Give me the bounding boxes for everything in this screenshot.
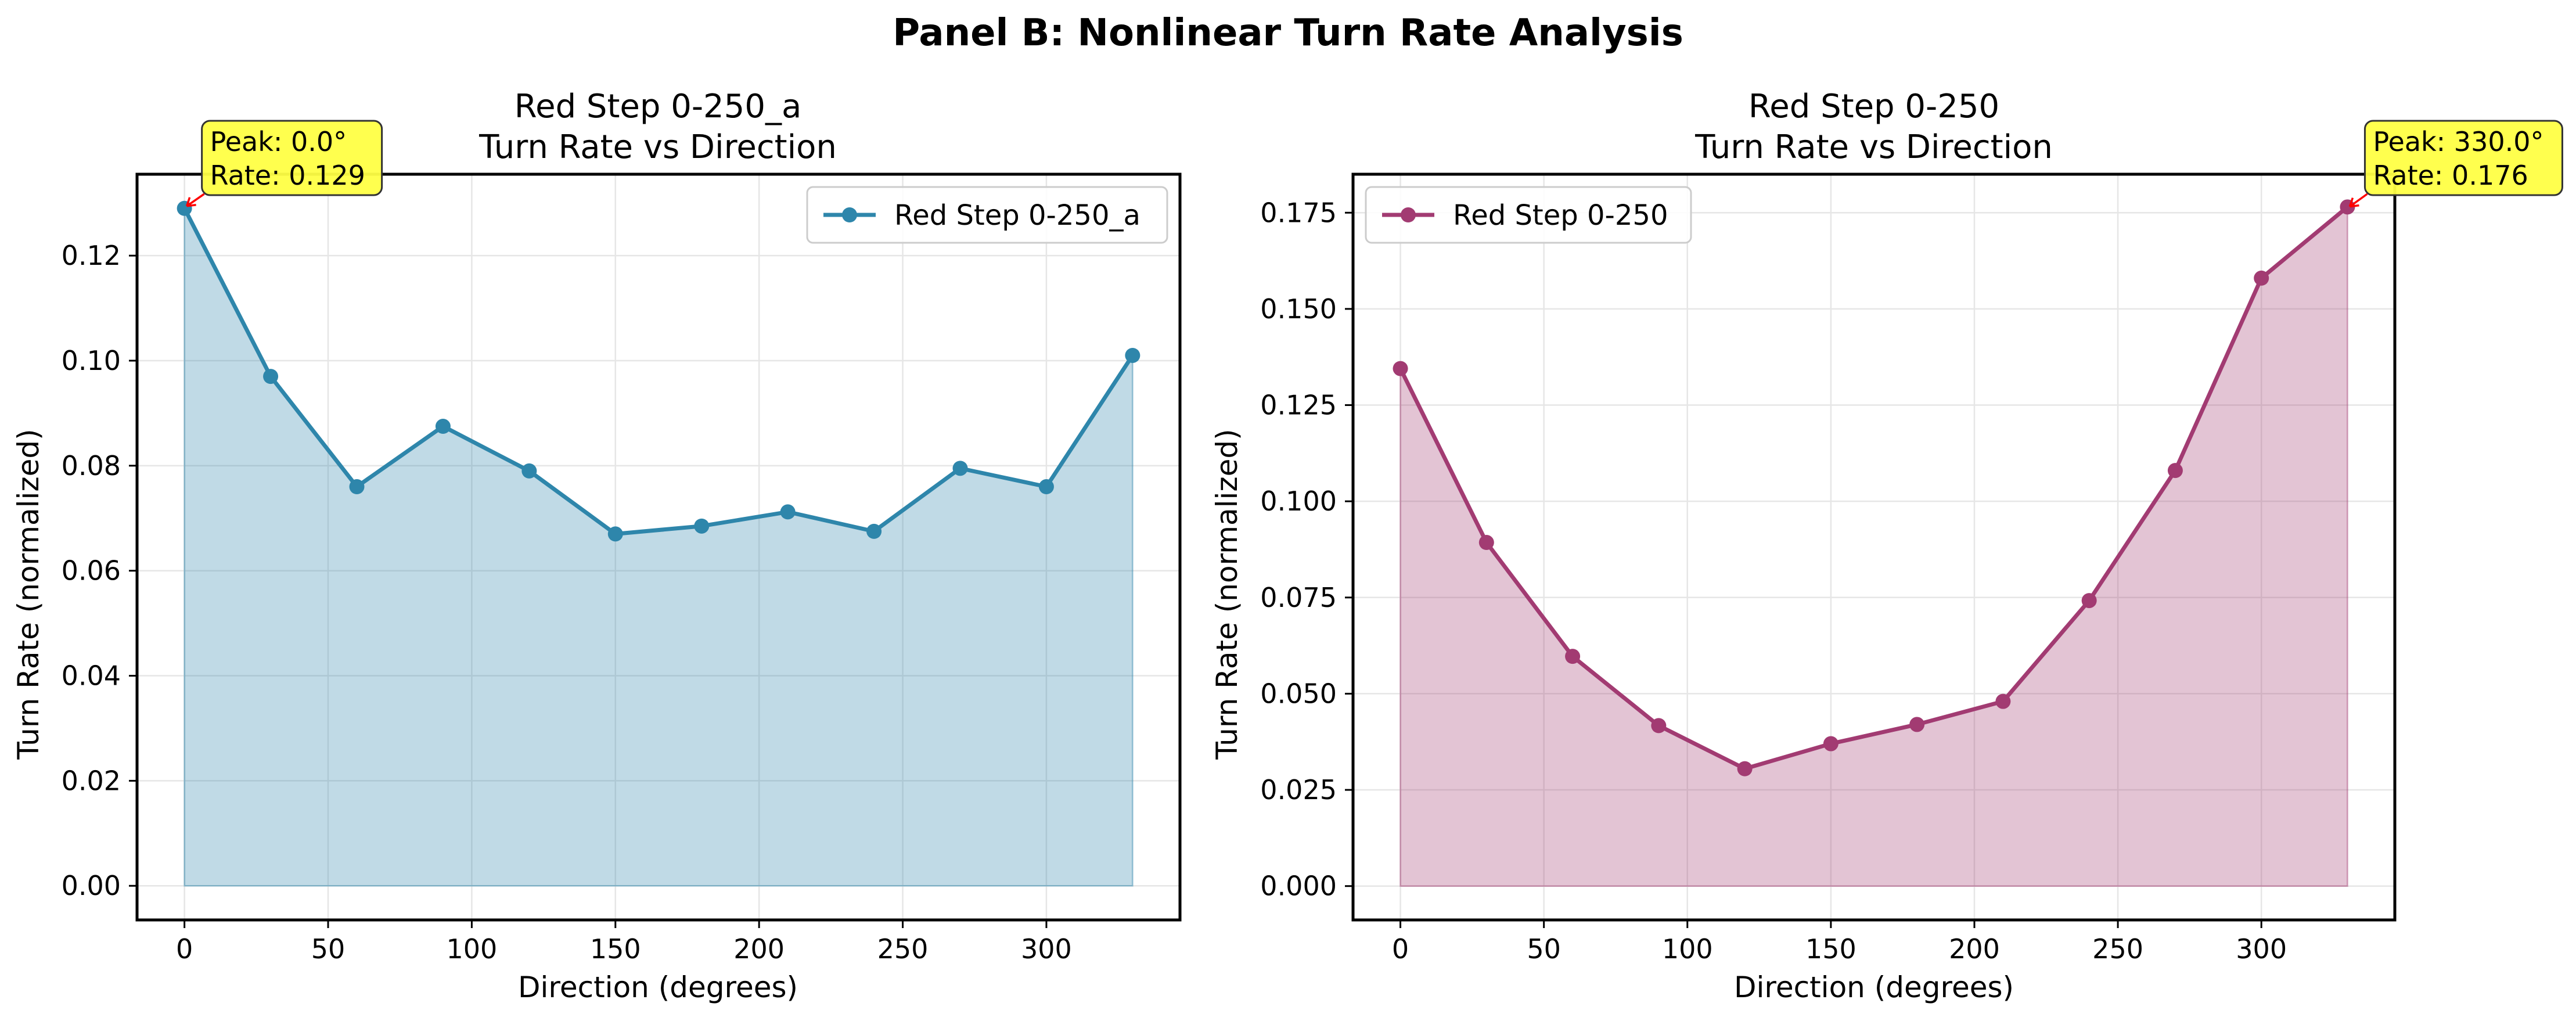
panel-left-y-tick-label: 0.02 [62,765,121,796]
panel-right-data-point [1737,761,1753,776]
panel-left-data-point [780,504,796,520]
panel-right-x-tick-label: 100 [1662,933,1713,965]
panel-right-legend-box [1365,186,1692,244]
panel-left-x-tick-label: 100 [446,933,497,965]
panel-right-data-point [1823,736,1839,752]
panel-right-data-point [2254,270,2269,286]
panel-right-x-axis-label: Direction (degrees) [1734,970,2014,1004]
panel-left-x-tick-label: 150 [590,933,641,965]
panel-right-axes-frame [1351,172,2397,922]
panel-left-annotation-peak: Peak: 0.0° [210,126,347,157]
panel-right-y-tick-label: 0.025 [1260,774,1337,806]
panel-left-x-tick-label: 50 [311,933,346,965]
panel-right-y-tick-label: 0.000 [1260,871,1337,902]
panel-left-y-tick-label: 0.12 [62,240,121,271]
panel-left-data-point [263,369,279,384]
panel-left-title-line1: Red Step 0-250_a [515,88,802,125]
panel-left-series-line [182,207,1135,536]
panel-right-data-point [2081,593,2097,609]
panel-right-annotation-box [2363,120,2563,196]
panel-right-data-point [1393,361,1408,376]
panel-left-annotation-arrow [186,193,205,207]
panel-right-x-tick-label: 150 [1805,933,1857,965]
panel-right: Red Step 0-250 Turn Rate vs Direction Di… [1210,88,2563,1004]
panel-left-data-point [521,463,537,479]
panel-left-title-line2: Turn Rate vs Direction [478,128,837,166]
panel-left-y-tick-label: 0.08 [62,450,121,481]
panel-left-data-point [866,523,882,539]
panel-left-x-tick-label: 300 [1021,933,1072,965]
panel-left-y-axis-label: Turn Rate (normalized) [12,429,45,760]
panel-left-annotation-rate: Rate: 0.129 [210,160,365,191]
panel-left-y-tick-label: 0.06 [62,555,121,587]
panel-right-x-tick-label: 50 [1527,933,1561,965]
panel-left-data-point [1125,347,1141,363]
panel-left-x-axis-label: Direction (degrees) [518,970,798,1004]
panel-left-y-tick-label: 0.10 [62,345,121,376]
panel-left-legend-box [806,186,1168,244]
panel-right-legend: Red Step 0-250 [1365,186,1692,244]
panel-left-y-tick-label: 0.00 [62,870,121,901]
panel-right-data-point [1909,717,1925,732]
panel-right-annotation-peak: Peak: 330.0° [2373,126,2543,157]
panel-right-title-line2: Turn Rate vs Direction [1694,128,2053,166]
panel-right-peak-annotation: Peak: 330.0°Rate: 0.176 [2348,120,2563,208]
panel-left-data-point [952,461,968,476]
panel-left-data-point [694,518,710,534]
panel-right-data-point [1478,535,1494,551]
panel-left-peak-annotation: Peak: 0.0°Rate: 0.129 [185,120,383,207]
panel-right-data-point [1565,649,1581,664]
panel-right-legend-label: Red Step 0-250 [1453,199,1668,232]
panel-left-data-point [607,526,623,542]
panel-left-legend-label: Red Step 0-250_a [894,199,1141,232]
panel-left-y-tick-label: 0.04 [62,660,121,692]
panel-right-x-tick-label: 250 [2092,933,2143,965]
panel-left-grid [137,174,1180,920]
panel-right-y-tick-label: 0.125 [1260,390,1337,421]
panel-left-legend: Red Step 0-250_a [806,186,1168,244]
panel-left-x-tick-label: 200 [733,933,785,965]
panel-left-data-point [435,419,451,434]
panel-right-annotation-arrowhead [2348,197,2359,208]
panel-right-y-axis-label: Turn Rate (normalized) [1210,429,1244,760]
panel-right-x-tick-label: 0 [1392,933,1409,965]
figure-title: Panel B: Nonlinear Turn Rate Analysis [893,12,1683,55]
panel-right-legend-marker [1401,207,1416,222]
panel-right-annotation-arrow [2349,193,2368,208]
panel-left-axes-frame [135,172,1182,922]
panel-left-legend-marker [842,207,857,222]
panel-right-data-point [2167,463,2183,479]
panel-left-area-fill [184,208,1134,887]
panel-right-x-tick-label: 200 [1949,933,2000,965]
panel-right-annotation-rate: Rate: 0.176 [2373,160,2528,191]
panel-left-x-tick-label: 0 [176,933,193,965]
panel-left-annotation-arrowhead [185,197,196,207]
panel-left-data-point [1038,479,1054,495]
panel-right-y-tick-label: 0.175 [1260,197,1337,228]
panel-left-annotation-box [201,120,383,196]
panel-right-data-point [1651,718,1667,734]
panel-right-x-tick-label: 300 [2236,933,2287,965]
panel-right-y-tick-label: 0.150 [1260,293,1337,325]
panel-right-y-tick-label: 0.075 [1260,582,1337,613]
panel-right-data-point [1995,693,2011,709]
panel-left-x-tick-label: 250 [877,933,929,965]
panel-right-y-tick-label: 0.100 [1260,486,1337,517]
panel-left: Red Step 0-250_a Turn Rate vs Direction … [12,88,1182,1004]
panel-left-data-point [349,479,365,495]
panel-right-series-line [1398,205,2349,771]
panel-right-y-tick-label: 0.050 [1260,678,1337,709]
panel-right-title-line1: Red Step 0-250 [1748,88,1999,125]
